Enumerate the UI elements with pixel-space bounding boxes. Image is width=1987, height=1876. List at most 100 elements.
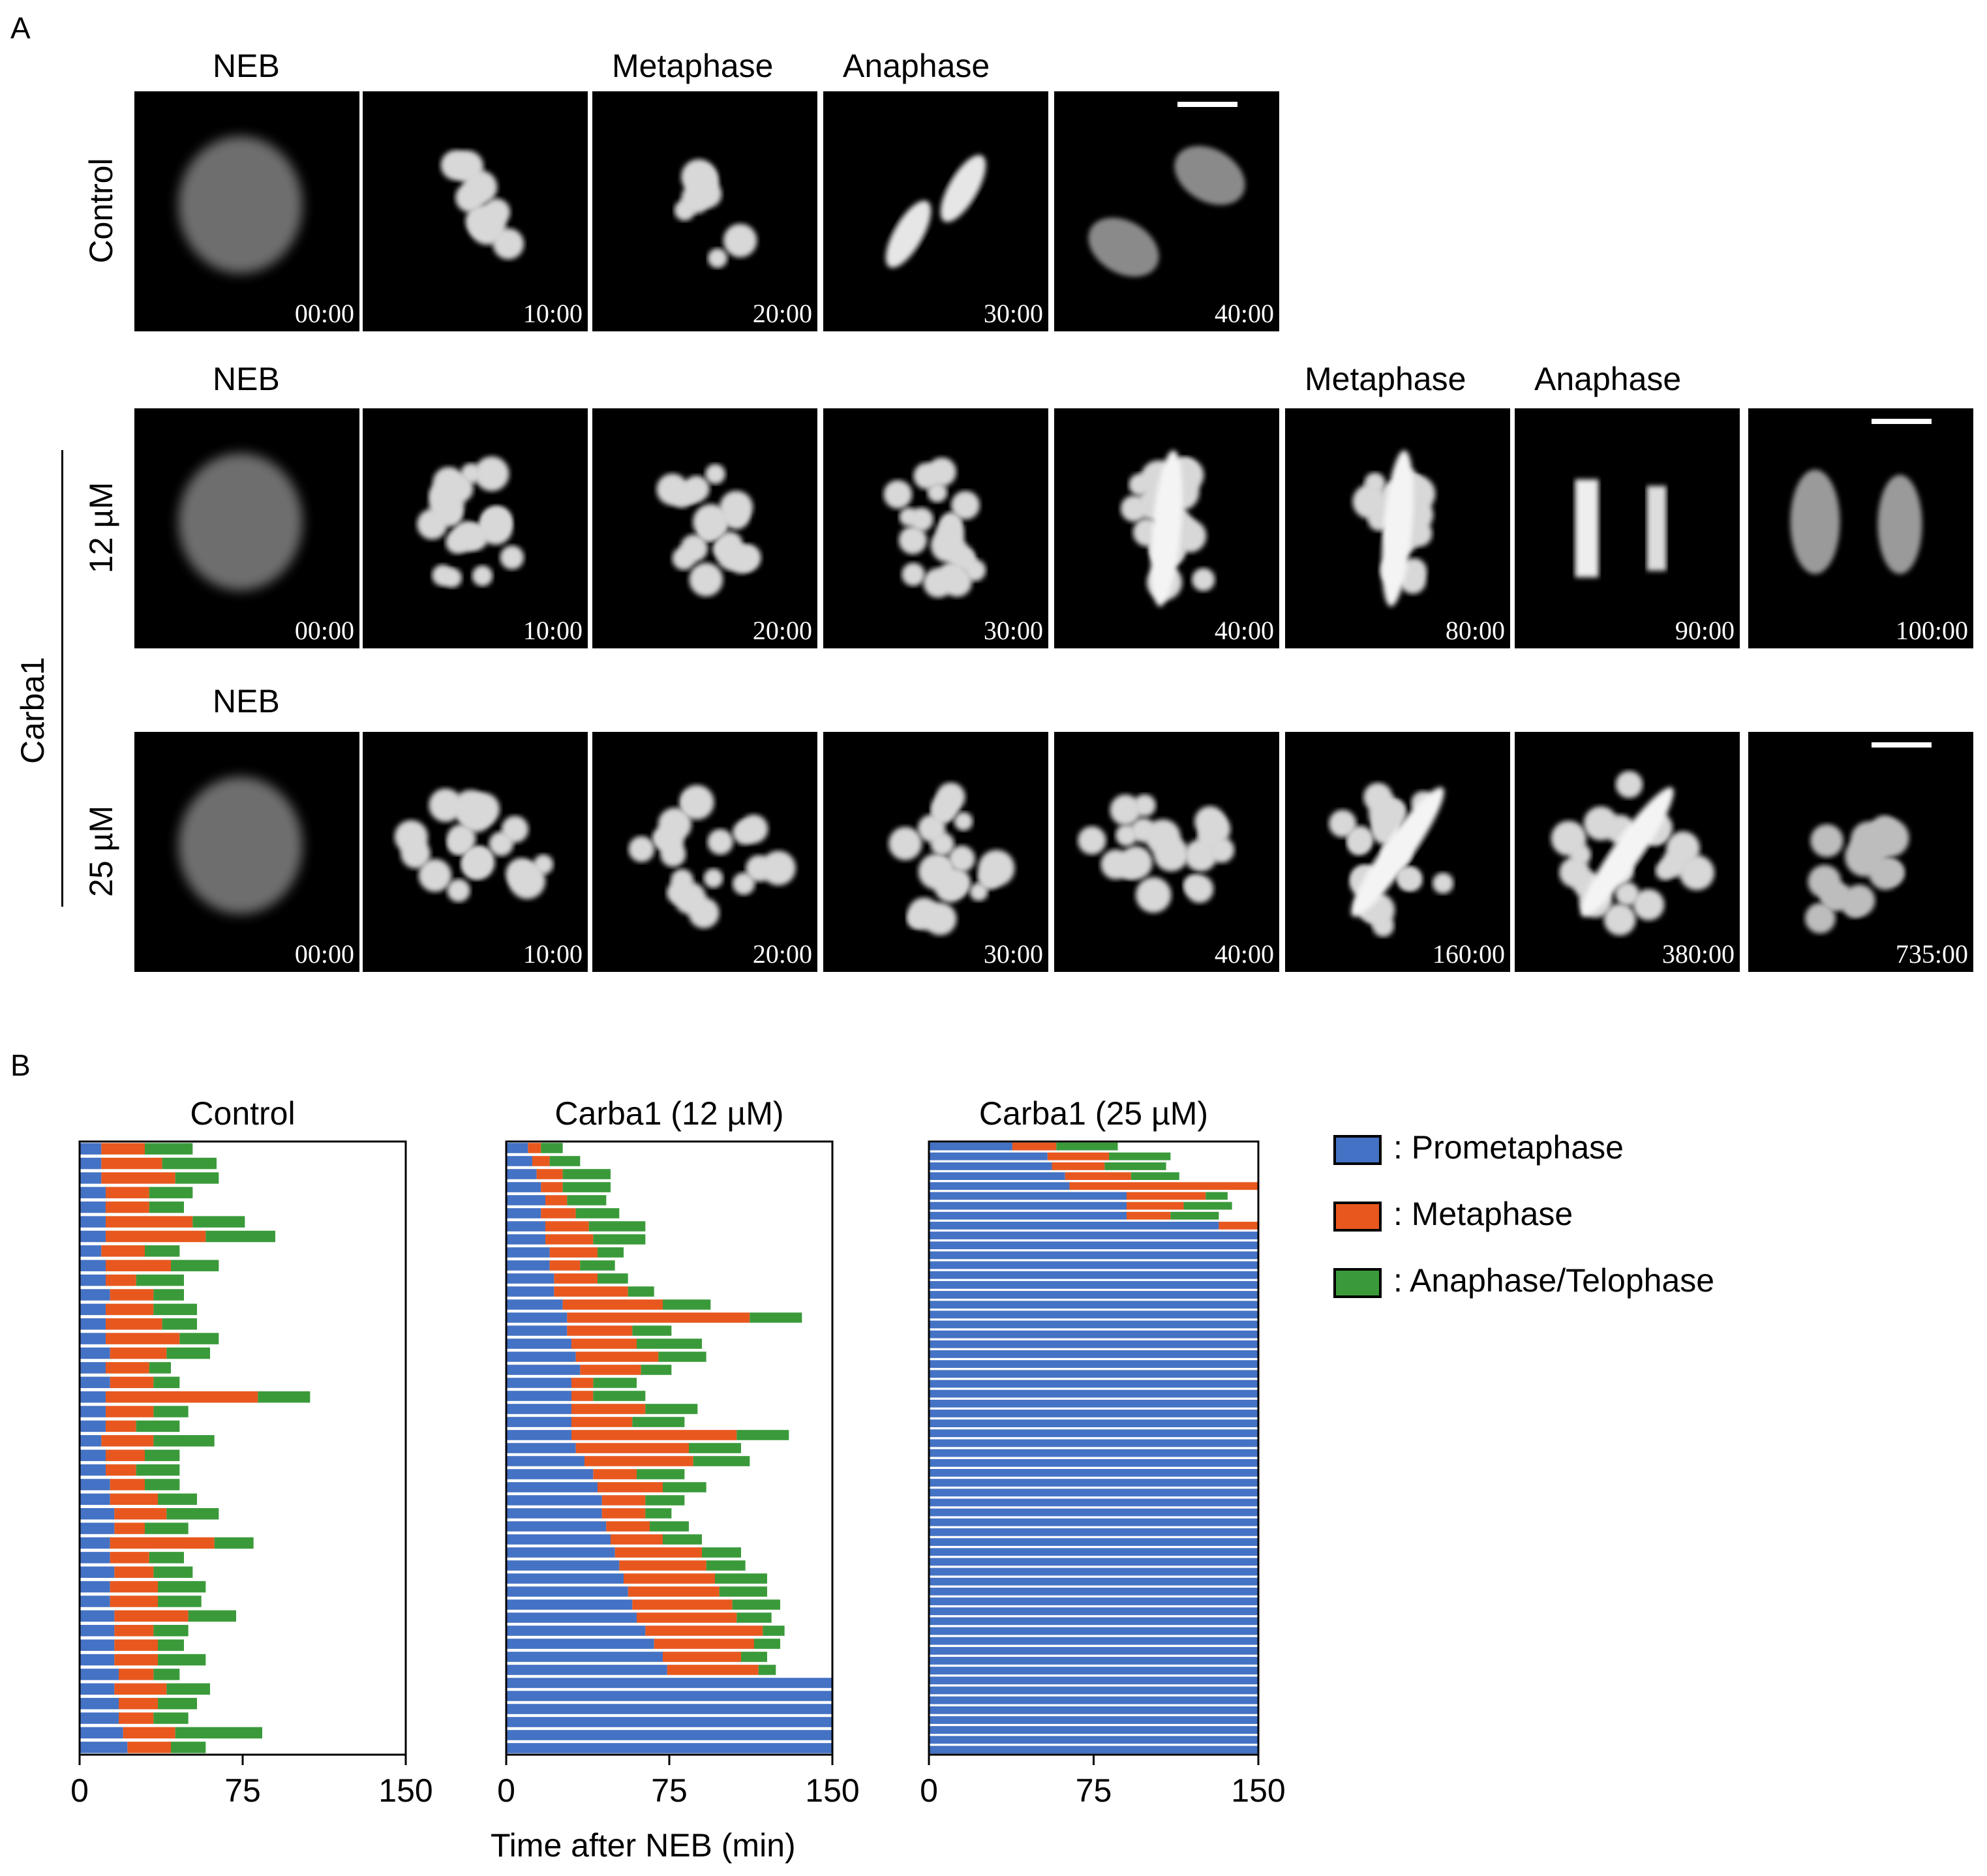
bar-segment bbox=[80, 1289, 110, 1301]
bar-segment bbox=[506, 1195, 545, 1205]
bar-segment bbox=[549, 1247, 598, 1258]
bar-segment bbox=[593, 1234, 646, 1245]
bar-segment bbox=[929, 1221, 1219, 1230]
bar-segment bbox=[80, 1727, 123, 1739]
bar-segment bbox=[1056, 1142, 1118, 1151]
bar-segment bbox=[601, 1508, 646, 1519]
bar-segment bbox=[598, 1247, 624, 1258]
chromatin-signal bbox=[674, 159, 757, 268]
bar-segment bbox=[619, 1560, 706, 1571]
x-axis-label: Time after NEB (min) bbox=[491, 1827, 796, 1864]
bar-segment bbox=[158, 1596, 202, 1607]
bar-segment bbox=[506, 1534, 611, 1545]
timestamp: 00:00 bbox=[294, 939, 354, 969]
micrograph-tile: 100:00 bbox=[1748, 408, 1973, 648]
bar-segment bbox=[506, 1430, 571, 1440]
bar-segment bbox=[637, 1339, 702, 1349]
bar-segment bbox=[149, 1362, 171, 1374]
bar-segment bbox=[567, 1195, 607, 1205]
bar-segment bbox=[580, 1260, 615, 1271]
micrograph-tile: 20:00 bbox=[592, 91, 817, 331]
bar-segment bbox=[506, 1312, 568, 1323]
bar-segment bbox=[645, 1626, 763, 1636]
bar-segment bbox=[929, 1449, 1258, 1457]
bar-segment bbox=[80, 1391, 106, 1403]
bar-segment bbox=[929, 1577, 1258, 1586]
bar-segment bbox=[1047, 1152, 1110, 1160]
bar-segment bbox=[1183, 1202, 1232, 1210]
bar-segment bbox=[214, 1537, 254, 1549]
chromatin-signal bbox=[1790, 470, 1922, 574]
bar-segment bbox=[929, 1399, 1258, 1408]
bar-segment bbox=[528, 1143, 541, 1153]
chromatin-signal bbox=[394, 788, 554, 902]
bar-segment bbox=[506, 1391, 571, 1401]
x-tick-label: 75 bbox=[224, 1772, 261, 1809]
bar-segment bbox=[567, 1312, 750, 1323]
bar-segment bbox=[80, 1143, 102, 1155]
bar-segment bbox=[506, 1234, 545, 1245]
legend-label: : Anaphase/Telophase bbox=[1393, 1262, 1715, 1299]
bar-segment bbox=[929, 1330, 1258, 1339]
bar-segment bbox=[929, 1479, 1258, 1487]
bar-segment bbox=[149, 1552, 184, 1564]
bar-segment bbox=[929, 1310, 1258, 1319]
bar-segment bbox=[136, 1464, 180, 1476]
row-label: 12 µM bbox=[83, 482, 119, 573]
legend-label: : Prometaphase bbox=[1393, 1129, 1624, 1166]
bar-segment bbox=[166, 1683, 210, 1695]
panel-a: NEB Metaphase Anaphase Control 00:00 10:00 20:… bbox=[14, 48, 1973, 972]
micrograph-tile: 20:00 bbox=[592, 408, 817, 648]
bar-segment bbox=[158, 1493, 197, 1505]
legend-swatch bbox=[1333, 1135, 1382, 1165]
bar-segment bbox=[171, 1742, 206, 1753]
bar-segment bbox=[114, 1610, 189, 1622]
bar-segment bbox=[119, 1712, 154, 1724]
bar-segment bbox=[506, 1586, 628, 1597]
bar-segment bbox=[1206, 1192, 1228, 1200]
bar-segment bbox=[545, 1195, 568, 1205]
bar-segment bbox=[929, 1301, 1258, 1309]
bar-segment bbox=[80, 1610, 115, 1622]
bar-segment bbox=[506, 1443, 576, 1453]
bar-segment bbox=[106, 1303, 154, 1316]
bar-segment bbox=[929, 1508, 1258, 1517]
stage-label: NEB bbox=[213, 683, 280, 719]
bar-segment bbox=[114, 1639, 158, 1651]
bar-segment bbox=[80, 1479, 110, 1490]
bar-segment bbox=[506, 1156, 532, 1166]
bar-segment bbox=[506, 1143, 528, 1153]
stage-label: Metaphase bbox=[612, 48, 774, 84]
chromatin-signal bbox=[1352, 450, 1436, 607]
chromatin-signal bbox=[885, 155, 986, 268]
bar-segment bbox=[192, 1216, 245, 1228]
x-tick-label: 0 bbox=[497, 1772, 515, 1809]
bar-segment bbox=[532, 1156, 550, 1166]
stage-label: NEB bbox=[213, 48, 280, 84]
bar-segment bbox=[575, 1352, 659, 1362]
bar-segment bbox=[929, 1716, 1258, 1724]
bar-segment bbox=[929, 1587, 1258, 1596]
bar-segment bbox=[562, 1299, 663, 1310]
bar-segment bbox=[929, 1251, 1258, 1260]
x-tick-label: 150 bbox=[805, 1772, 859, 1809]
bar-segment bbox=[145, 1143, 193, 1155]
x-tick-label: 0 bbox=[70, 1772, 89, 1809]
bar-segment bbox=[1052, 1162, 1105, 1170]
chromatin-signal bbox=[1551, 770, 1715, 936]
x-tick-label: 0 bbox=[920, 1772, 938, 1809]
bar-segment bbox=[929, 1528, 1258, 1536]
bar-segment bbox=[80, 1625, 115, 1637]
chromatin-signal bbox=[178, 453, 303, 590]
bar-segment bbox=[632, 1417, 685, 1427]
timestamp: 20:00 bbox=[752, 616, 812, 645]
bar-segment bbox=[149, 1187, 193, 1199]
bar-segment bbox=[506, 1704, 832, 1714]
panel-b-charts: Control 0 75 150 Carba1 (12 µM) 0 75 150 Carba1 … bbox=[70, 1095, 1286, 1809]
bar-segment bbox=[541, 1208, 576, 1218]
bar-segment bbox=[153, 1435, 215, 1447]
bar-segment bbox=[506, 1182, 541, 1192]
bar-segment bbox=[101, 1245, 145, 1257]
timestamp: 380:00 bbox=[1661, 939, 1735, 969]
bar-segment bbox=[929, 1261, 1258, 1269]
